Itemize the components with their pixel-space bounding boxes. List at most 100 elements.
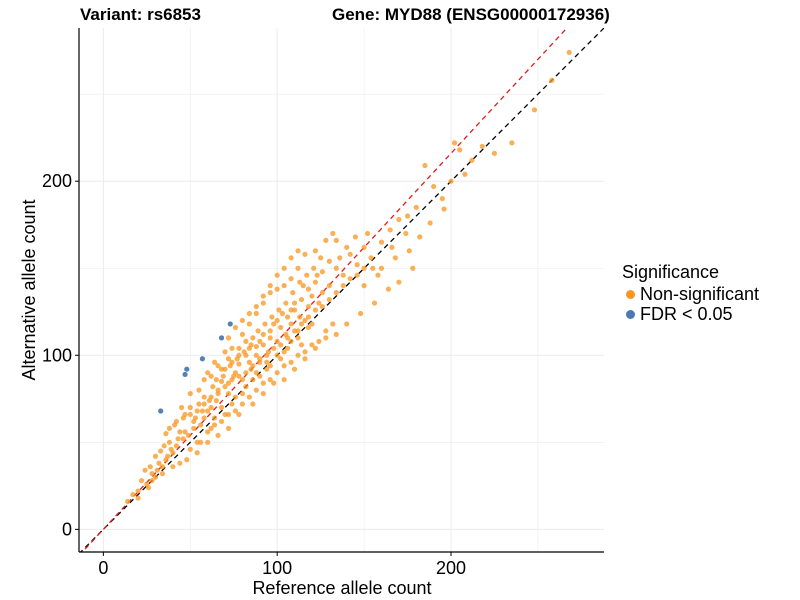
point-non-significant: [260, 293, 266, 299]
point-non-significant: [149, 471, 155, 477]
y-axis-label: Alternative allele count: [19, 199, 39, 380]
point-non-significant: [378, 265, 385, 271]
point-non-significant: [297, 314, 303, 320]
point-fdr-significant: [184, 366, 190, 372]
point-non-significant: [385, 286, 392, 292]
point-non-significant: [218, 404, 225, 411]
point-non-significant: [239, 377, 246, 383]
point-non-significant: [358, 310, 364, 317]
point-non-significant: [250, 363, 256, 369]
point-non-significant: [403, 230, 409, 237]
point-non-significant: [319, 303, 325, 310]
point-non-significant: [206, 397, 212, 404]
point-non-significant: [218, 366, 225, 372]
point-non-significant: [255, 328, 261, 334]
point-non-significant: [298, 321, 305, 327]
point-non-significant: [154, 467, 160, 473]
point-non-significant: [210, 384, 216, 390]
point-non-significant: [222, 349, 228, 355]
point-non-significant: [319, 269, 325, 275]
point-non-significant: [260, 380, 266, 386]
point-non-significant: [352, 234, 359, 240]
point-non-significant: [236, 361, 242, 367]
point-non-significant: [246, 310, 252, 317]
point-non-significant: [264, 352, 270, 358]
point-non-significant: [168, 446, 174, 452]
point-non-significant: [291, 300, 298, 306]
point-non-significant: [166, 425, 172, 431]
point-non-significant: [298, 296, 305, 303]
point-non-significant: [295, 248, 301, 254]
point-non-significant: [281, 349, 287, 355]
point-non-significant: [229, 377, 235, 383]
point-non-significant: [239, 317, 246, 324]
x-tick-label: 0: [98, 558, 108, 578]
point-non-significant: [246, 321, 252, 327]
chart-title-variant: Variant: rs6853: [80, 5, 201, 24]
point-non-significant: [257, 373, 263, 379]
point-non-significant: [389, 244, 395, 250]
point-non-significant: [182, 429, 188, 435]
point-non-significant: [326, 258, 332, 264]
point-non-significant: [246, 394, 252, 400]
point-non-significant: [448, 178, 454, 184]
point-non-significant: [158, 448, 164, 454]
point-non-significant: [281, 265, 287, 271]
point-non-significant: [549, 77, 555, 83]
point-non-significant: [344, 244, 350, 250]
point-non-significant: [566, 49, 572, 55]
point-non-significant: [354, 262, 360, 268]
point-non-significant: [269, 314, 275, 320]
point-non-significant: [213, 397, 219, 404]
point-non-significant: [375, 272, 381, 278]
point-non-significant: [288, 321, 294, 327]
point-non-significant: [243, 338, 249, 344]
point-non-significant: [274, 317, 280, 324]
point-non-significant: [316, 338, 322, 344]
point-non-significant: [427, 220, 433, 226]
point-non-significant: [276, 307, 282, 313]
point-non-significant: [241, 349, 247, 355]
point-non-significant: [309, 293, 315, 299]
point-non-significant: [531, 107, 538, 113]
point-non-significant: [267, 328, 273, 334]
point-non-significant: [165, 453, 171, 459]
point-non-significant: [479, 143, 485, 149]
point-non-significant: [323, 335, 329, 341]
legend-dot-icon: [626, 309, 635, 319]
point-non-significant: [457, 147, 463, 153]
point-non-significant: [281, 377, 287, 383]
point-non-significant: [285, 335, 291, 341]
point-non-significant: [208, 404, 214, 411]
point-non-significant: [361, 244, 367, 250]
point-non-significant: [333, 290, 339, 296]
point-non-significant: [264, 359, 270, 365]
point-non-significant: [173, 443, 179, 449]
y-tick-label: 100: [42, 345, 72, 365]
point-non-significant: [225, 411, 232, 418]
point-non-significant: [323, 237, 329, 243]
point-non-significant: [239, 331, 246, 337]
point-non-significant: [253, 310, 259, 317]
point-non-significant: [312, 279, 319, 285]
point-non-significant: [274, 286, 280, 292]
point-non-significant: [309, 342, 315, 348]
point-non-significant: [370, 265, 376, 271]
point-non-significant: [312, 248, 319, 254]
point-non-significant: [410, 265, 416, 271]
point-non-significant: [298, 342, 305, 348]
point-non-significant: [196, 387, 202, 393]
point-non-significant: [305, 314, 312, 320]
point-non-significant: [177, 460, 183, 466]
point-non-significant: [250, 377, 256, 383]
point-non-significant: [291, 328, 298, 334]
point-non-significant: [205, 408, 211, 414]
point-non-significant: [180, 436, 186, 442]
point-non-significant: [239, 390, 246, 397]
point-non-significant: [253, 387, 259, 393]
point-non-significant: [239, 401, 246, 407]
point-non-significant: [185, 432, 192, 438]
point-non-significant: [253, 352, 259, 358]
point-non-significant: [138, 478, 145, 484]
point-non-significant: [283, 300, 289, 306]
